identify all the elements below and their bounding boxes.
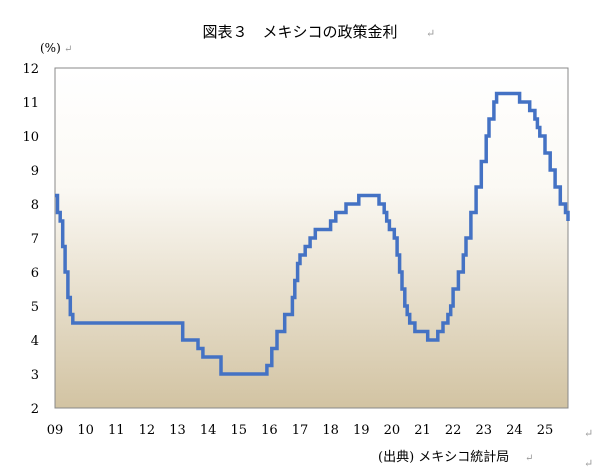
source-return-mark: ↵ xyxy=(525,453,533,464)
y-tick-label: 5 xyxy=(31,300,39,315)
x-tick-label: 22 xyxy=(445,423,462,438)
y-tick-label: 2 xyxy=(31,402,39,417)
y-tick-label: 3 xyxy=(31,368,39,383)
y-axis-ticks: 2 3 4 5 6 7 8 9 10 11 12 xyxy=(22,62,39,417)
x-tick-label: 11 xyxy=(108,423,125,438)
x-tick-label: 23 xyxy=(476,423,493,438)
y-axis-unit-label: (%) xyxy=(40,41,61,55)
y-tick-label: 7 xyxy=(31,232,39,247)
policy-rate-line xyxy=(55,91,570,376)
y-tick-label: 12 xyxy=(22,62,39,77)
end-return-mark: ↵ xyxy=(584,457,593,470)
y-tick-label: 11 xyxy=(22,96,39,111)
y-unit-return-mark: ↵ xyxy=(64,44,72,55)
x-tick-label: 10 xyxy=(77,423,94,438)
x-tick-label: 12 xyxy=(139,423,156,438)
x-tick-label: 16 xyxy=(261,423,278,438)
y-tick-label: 8 xyxy=(31,198,39,213)
x-tick-label: 17 xyxy=(292,423,309,438)
y-tick-label: 4 xyxy=(31,334,39,349)
x-tick-label: 19 xyxy=(353,423,370,438)
x-tick-label: 25 xyxy=(537,423,554,438)
y-tick-label: 6 xyxy=(31,266,39,281)
y-tick-label: 10 xyxy=(22,130,39,145)
y-tick-label: 9 xyxy=(31,164,39,179)
x-tick-label: 20 xyxy=(384,423,401,438)
x-tick-label: 15 xyxy=(230,423,247,438)
title-return-mark: ↵ xyxy=(426,27,435,40)
chart-title: 図表３ メキシコの政策金利 xyxy=(202,23,397,41)
x-tick-label: 21 xyxy=(414,423,431,438)
source-note: (出典) メキシコ統計局 xyxy=(378,449,509,465)
x-axis-ticks: 09 10 11 12 13 14 15 16 17 18 19 20 21 22 23 24 25 xyxy=(47,423,554,438)
x-tick-label: 09 xyxy=(47,423,64,438)
x-tick-label: 13 xyxy=(169,423,186,438)
x-tick-label: 24 xyxy=(506,423,523,438)
x-tick-label: 18 xyxy=(322,423,339,438)
x-axis-return-mark: ↵ xyxy=(584,427,593,440)
x-tick-label: 14 xyxy=(200,423,217,438)
